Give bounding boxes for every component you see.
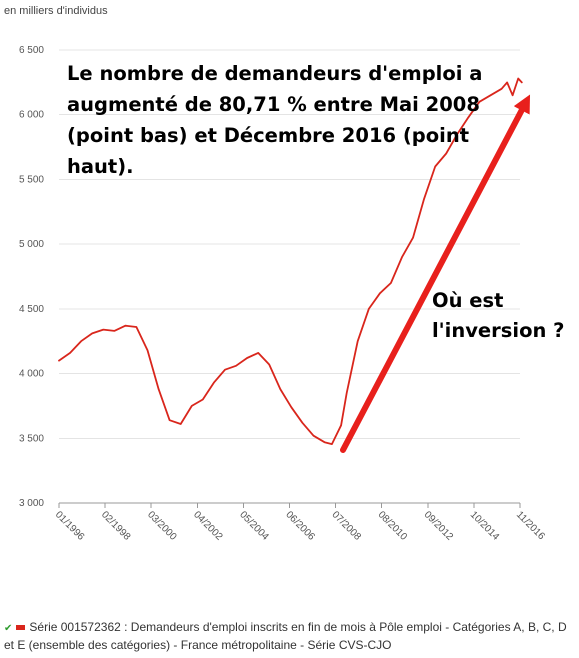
- x-tick-label: 09/2012: [422, 509, 456, 543]
- x-tick-label: 07/2008: [329, 509, 363, 543]
- data-point[interactable]: [323, 441, 326, 443]
- y-tick-label: 6 500: [19, 45, 44, 56]
- x-tick-label: 05/2004: [237, 509, 271, 543]
- data-point[interactable]: [157, 388, 160, 390]
- data-point[interactable]: [423, 198, 425, 200]
- data-point[interactable]: [434, 165, 436, 168]
- y-tick-label: 5 000: [19, 239, 44, 250]
- unit-label: en milliers d'individus: [4, 5, 108, 17]
- series-line: [58, 77, 523, 445]
- data-point[interactable]: [517, 77, 519, 80]
- data-point[interactable]: [390, 282, 392, 284]
- x-tick-label: 11/2016: [514, 509, 547, 542]
- x-tick-label: 03/2000: [145, 509, 179, 543]
- x-tick-label: 04/2002: [191, 509, 225, 543]
- data-point[interactable]: [357, 340, 359, 342]
- data-point[interactable]: [69, 352, 71, 354]
- data-point[interactable]: [340, 424, 342, 426]
- x-tick-label: 10/2014: [468, 509, 502, 543]
- data-point[interactable]: [58, 360, 60, 362]
- trend-arrow: [340, 94, 531, 453]
- x-tick-label: 06/2006: [283, 509, 317, 543]
- legend[interactable]: ✔ Série 001572362 : Demandeurs d'emploi i…: [4, 619, 576, 654]
- data-point[interactable]: [246, 357, 248, 359]
- data-point[interactable]: [80, 340, 82, 342]
- data-point[interactable]: [478, 101, 481, 103]
- data-point[interactable]: [235, 365, 237, 367]
- data-point[interactable]: [169, 419, 171, 421]
- y-tick-label: 4 500: [19, 304, 44, 315]
- x-tick-label: 08/2010: [376, 509, 410, 543]
- data-point[interactable]: [445, 152, 447, 155]
- data-point[interactable]: [312, 435, 315, 437]
- y-tick-label: 6 000: [19, 110, 44, 121]
- data-point[interactable]: [290, 406, 292, 408]
- y-tick-label: 5 500: [19, 174, 44, 185]
- x-axis-ticks: 01/1996 02/1998 03/2000 04/2002 05/2004 06/20…: [53, 503, 547, 543]
- legend-text: Série 001572362 : Demandeurs d'emploi in…: [4, 620, 567, 652]
- data-point[interactable]: [379, 292, 381, 294]
- data-point[interactable]: [102, 328, 104, 331]
- data-point[interactable]: [331, 443, 333, 445]
- data-point[interactable]: [124, 325, 126, 327]
- check-icon[interactable]: ✔: [4, 623, 13, 634]
- data-point[interactable]: [268, 363, 270, 366]
- data-point[interactable]: [213, 382, 215, 384]
- data-point[interactable]: [301, 422, 304, 424]
- data-point[interactable]: [91, 332, 93, 335]
- data-point[interactable]: [368, 308, 370, 310]
- y-tick-label: 4 000: [19, 369, 44, 380]
- series-points: [58, 77, 523, 445]
- data-point[interactable]: [346, 392, 348, 394]
- data-point[interactable]: [113, 330, 115, 332]
- data-point[interactable]: [521, 81, 523, 83]
- y-tick-label: 3 500: [19, 433, 44, 444]
- legend-swatch: [16, 625, 26, 631]
- data-point[interactable]: [202, 398, 204, 401]
- data-point[interactable]: [224, 369, 226, 371]
- annotation-question: Où est l'inversion ?: [432, 289, 565, 342]
- data-point[interactable]: [191, 405, 193, 407]
- data-point[interactable]: [135, 326, 138, 328]
- data-point[interactable]: [456, 133, 458, 135]
- x-tick-label: 01/1996: [53, 509, 87, 543]
- data-point[interactable]: [257, 352, 259, 354]
- data-point[interactable]: [467, 116, 469, 118]
- x-tick-label: 02/1998: [99, 509, 133, 543]
- data-point[interactable]: [512, 94, 514, 96]
- data-point[interactable]: [500, 88, 503, 90]
- annotation-main: Le nombre de demandeurs d'emploi a augme…: [67, 62, 483, 178]
- data-point[interactable]: [506, 81, 508, 83]
- data-point[interactable]: [401, 256, 403, 258]
- data-point[interactable]: [489, 94, 492, 96]
- y-tick-label: 3 000: [19, 498, 44, 509]
- y-axis-ticks: 3 000 3 500 4 000 4 500 5 000 5 500 6 000 6 500: [19, 45, 44, 509]
- data-point[interactable]: [279, 388, 281, 390]
- data-point[interactable]: [146, 349, 149, 351]
- data-point[interactable]: [412, 237, 414, 239]
- data-point[interactable]: [180, 423, 182, 425]
